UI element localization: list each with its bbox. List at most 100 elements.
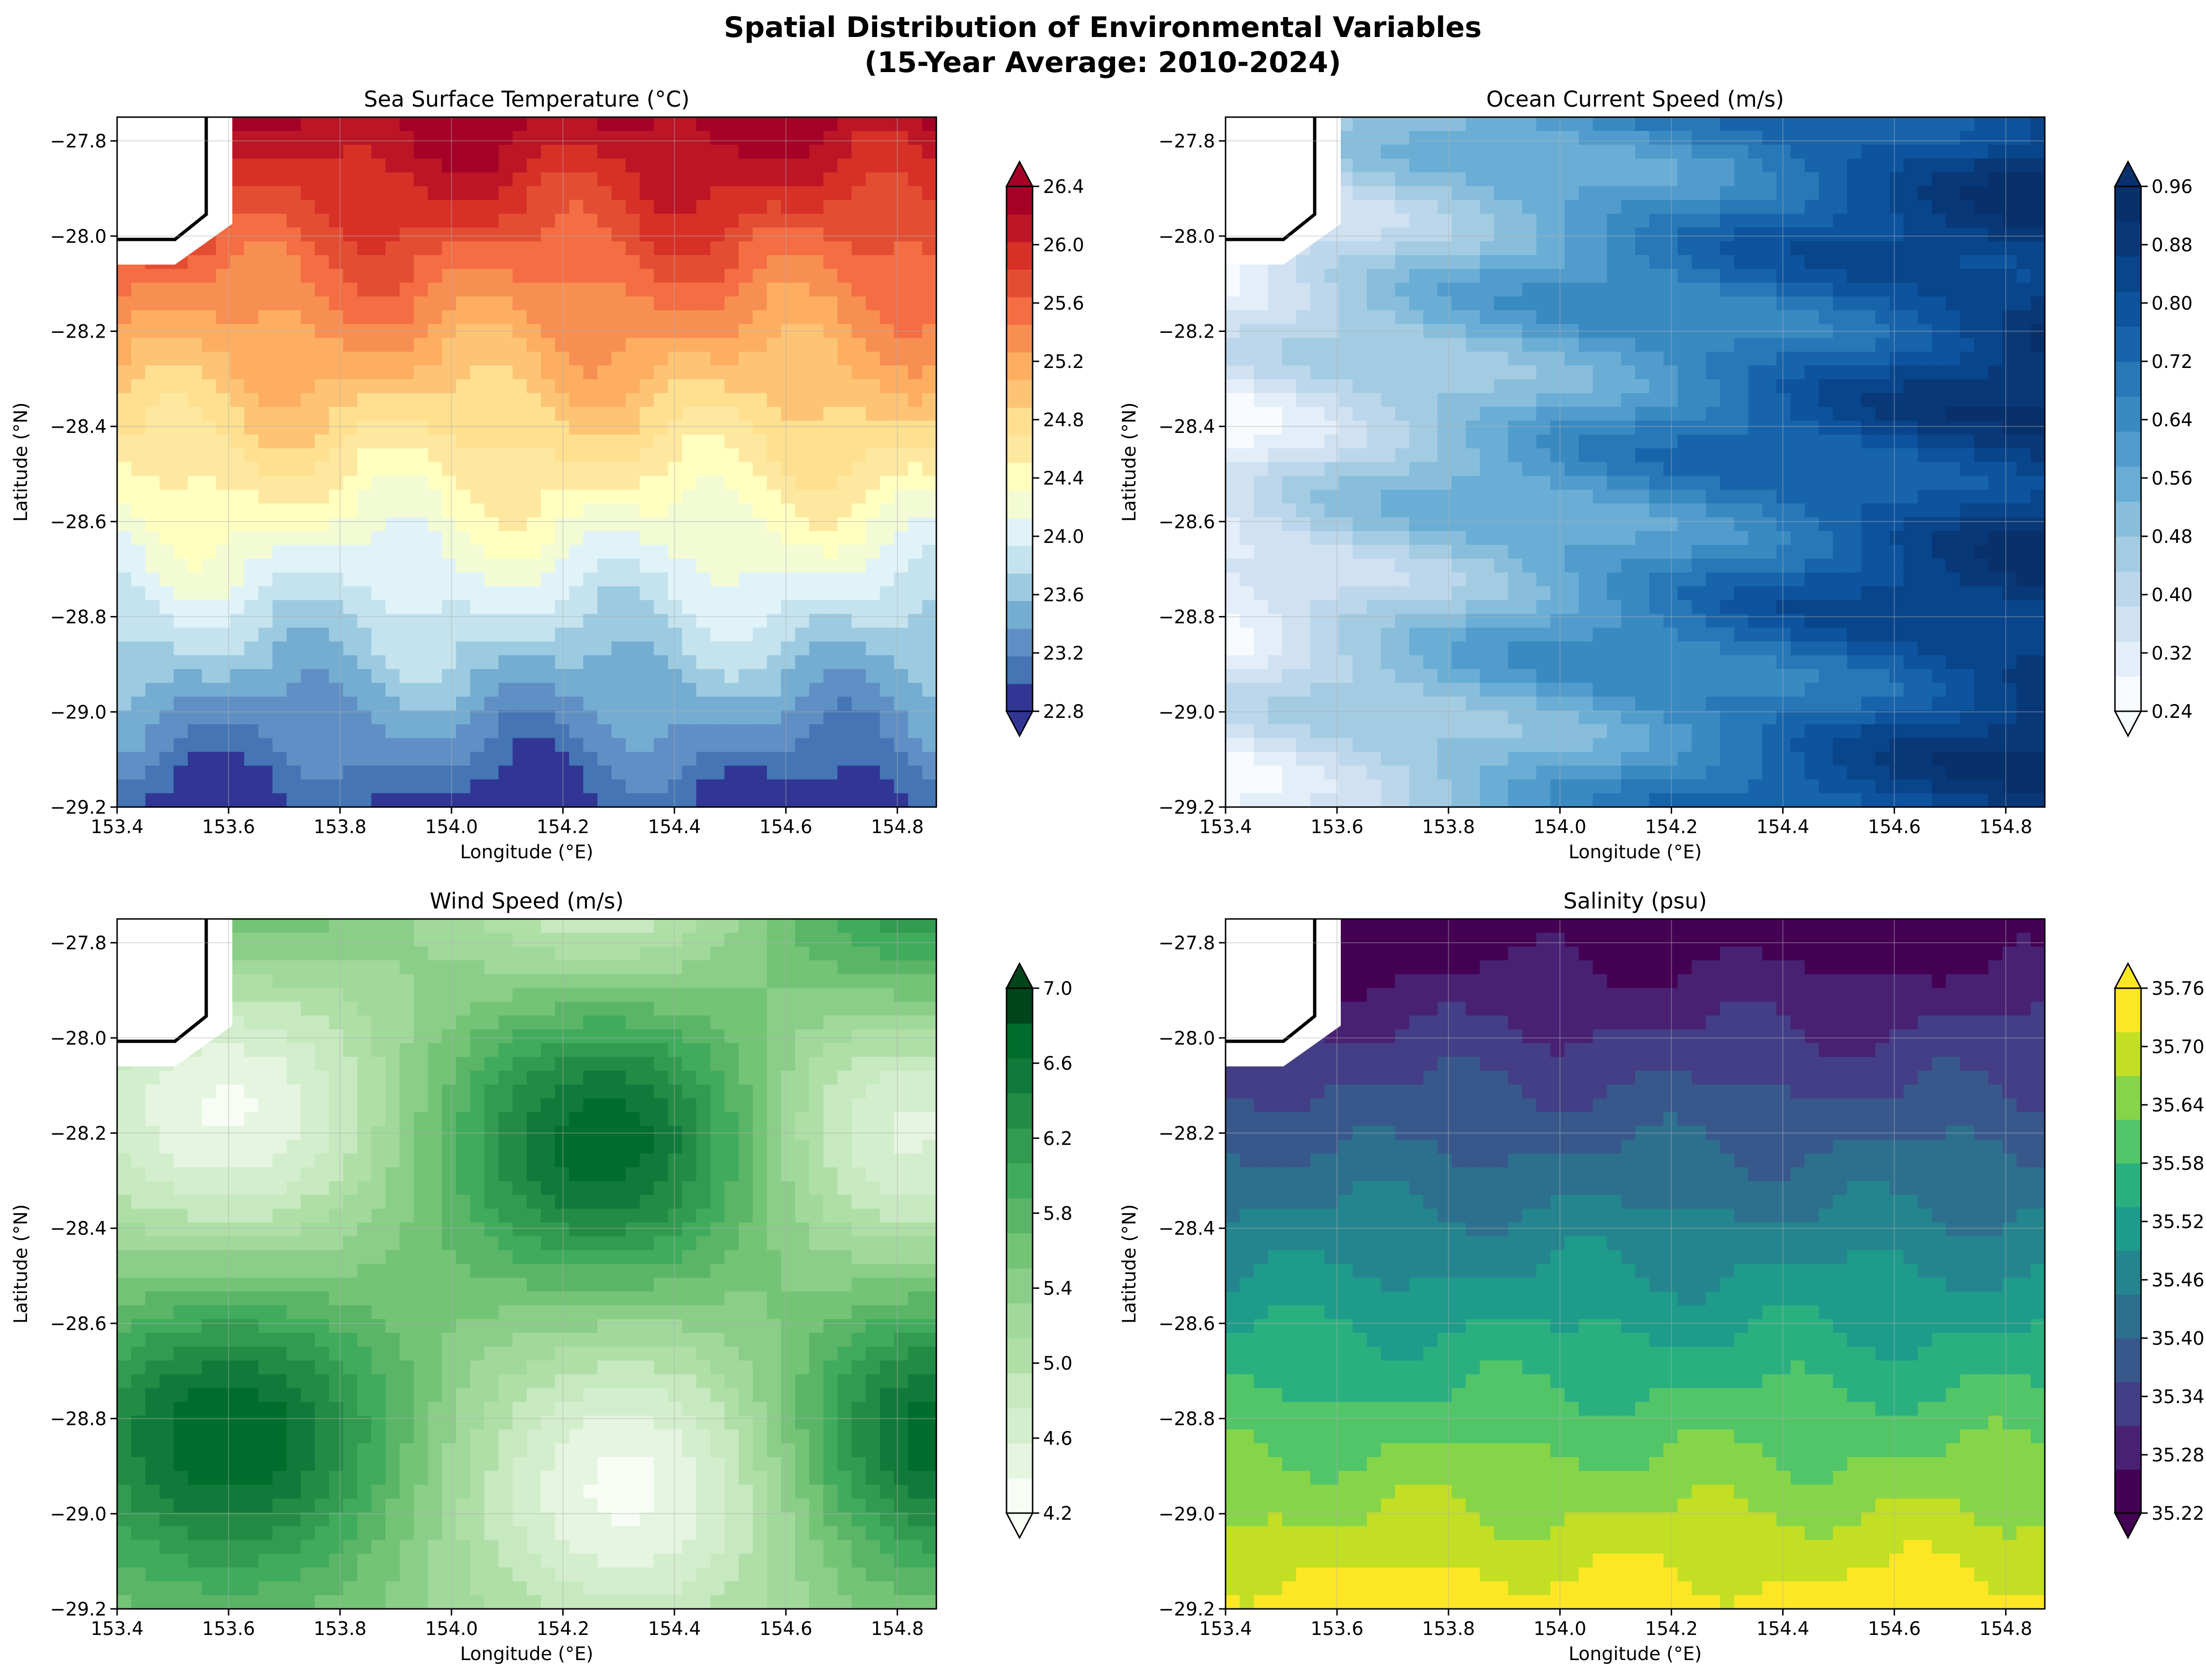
- heatmap-cell: [1621, 434, 1636, 449]
- heatmap-cell: [1692, 476, 1706, 490]
- heatmap-cell: [1550, 365, 1565, 380]
- heatmap-cell: [1748, 200, 1763, 214]
- heatmap-cell: [329, 131, 344, 146]
- heatmap-cell: [174, 559, 188, 573]
- heatmap-cell: [1409, 158, 1424, 173]
- heatmap-cell: [1423, 421, 1438, 435]
- heatmap-cell: [527, 269, 541, 284]
- heatmap-cell: [484, 186, 499, 201]
- heatmap-cell: [1607, 241, 1622, 256]
- heatmap-cell: [1607, 145, 1622, 159]
- heatmap-cell: [315, 200, 330, 214]
- heatmap-cell: [1353, 434, 1367, 449]
- heatmap-cell: [1861, 531, 1876, 546]
- heatmap-cell: [258, 131, 273, 146]
- heatmap-cell: [498, 283, 513, 297]
- heatmap-cell: [1988, 572, 2003, 587]
- heatmap-cell: [2016, 255, 2032, 270]
- heatmap-cell: [1776, 351, 1791, 366]
- heatmap-cell: [611, 434, 626, 449]
- heatmap-cell: [498, 559, 513, 573]
- heatmap-cell: [498, 503, 513, 518]
- heatmap-cell: [1310, 517, 1325, 532]
- heatmap-cell: [866, 738, 880, 753]
- heatmap-cell: [1804, 572, 1820, 587]
- heatmap-cell: [1324, 338, 1339, 352]
- heatmap-cell: [710, 434, 725, 449]
- heatmap-cell: [1268, 379, 1283, 394]
- heatmap-cell: [357, 476, 372, 490]
- heatmap-cell: [1381, 296, 1396, 311]
- heatmap-cell: [1649, 489, 1664, 504]
- heatmap-cell: [1395, 227, 1410, 242]
- heatmap-cell: [1254, 407, 1269, 422]
- heatmap-cell: [837, 641, 852, 656]
- heatmap-cell: [1720, 448, 1735, 463]
- heatmap-cell: [174, 324, 188, 339]
- heatmap-cell: [117, 489, 132, 504]
- heatmap-cell: [1804, 434, 1820, 449]
- heatmap-cell: [329, 545, 344, 560]
- heatmap-cell: [1917, 131, 1932, 146]
- heatmap-cell: [216, 559, 231, 573]
- heatmap-cell: [1395, 434, 1410, 449]
- heatmap-cell: [1847, 213, 1862, 228]
- heatmap-cell: [1748, 324, 1763, 339]
- heatmap-cell: [894, 379, 909, 394]
- heatmap-cell: [329, 365, 344, 380]
- heatmap-cell: [399, 434, 414, 449]
- heatmap-cell: [1409, 227, 1424, 242]
- heatmap-cell: [484, 172, 499, 187]
- heatmap-cell: [343, 393, 358, 408]
- heatmap-cell: [809, 365, 824, 380]
- heatmap-cell: [654, 517, 668, 532]
- heatmap-cell: [329, 186, 344, 201]
- heatmap-cell: [738, 572, 753, 587]
- heatmap-cell: [442, 627, 457, 642]
- heatmap-cell: [1904, 310, 1918, 325]
- heatmap-cell: [724, 517, 739, 532]
- heatmap-cell: [159, 572, 174, 587]
- heatmap-cell: [738, 697, 753, 711]
- heatmap-cell: [837, 407, 852, 422]
- heatmap-cell: [442, 752, 457, 766]
- heatmap-cell: [1451, 117, 1466, 132]
- heatmap-cell: [1395, 158, 1410, 173]
- heatmap-cell: [851, 765, 866, 780]
- heatmap-cell: [428, 145, 443, 159]
- heatmap-cell: [879, 421, 895, 435]
- heatmap-cell: [555, 476, 570, 490]
- heatmap-cell: [1748, 255, 1763, 270]
- heatmap-cell: [1663, 365, 1678, 380]
- heatmap-cell: [1635, 351, 1650, 366]
- heatmap-cell: [625, 158, 641, 173]
- heatmap-cell: [668, 462, 683, 477]
- heatmap-cell: [399, 324, 414, 339]
- heatmap-cell: [1720, 172, 1735, 187]
- heatmap-cell: [1578, 255, 1593, 270]
- heatmap-cell: [724, 351, 739, 366]
- heatmap-cell: [1353, 503, 1367, 518]
- heatmap-cell: [286, 655, 302, 670]
- heatmap-cell: [724, 489, 739, 504]
- heatmap-cell: [371, 683, 386, 698]
- heatmap-cell: [1409, 572, 1424, 587]
- heatmap-cell: [625, 448, 641, 463]
- heatmap-cell: [2002, 434, 2017, 449]
- heatmap-cell: [159, 697, 174, 711]
- heatmap-cell: [1946, 531, 1961, 546]
- heatmap-cell: [1423, 338, 1438, 352]
- heatmap-cell: [1847, 200, 1862, 214]
- heatmap-cell: [1381, 351, 1396, 366]
- heatmap-cell: [1550, 172, 1565, 187]
- heatmap-cell: [1353, 559, 1367, 573]
- heatmap-cell: [1550, 200, 1565, 214]
- heatmap-cell: [159, 269, 174, 284]
- heatmap-cell: [1621, 559, 1636, 573]
- heatmap-cell: [357, 145, 372, 159]
- heatmap-cell: [145, 324, 160, 339]
- heatmap-cell: [908, 600, 923, 615]
- heatmap-cell: [1706, 131, 1721, 146]
- heatmap-cell: [809, 779, 824, 794]
- heatmap-cell: [611, 393, 626, 408]
